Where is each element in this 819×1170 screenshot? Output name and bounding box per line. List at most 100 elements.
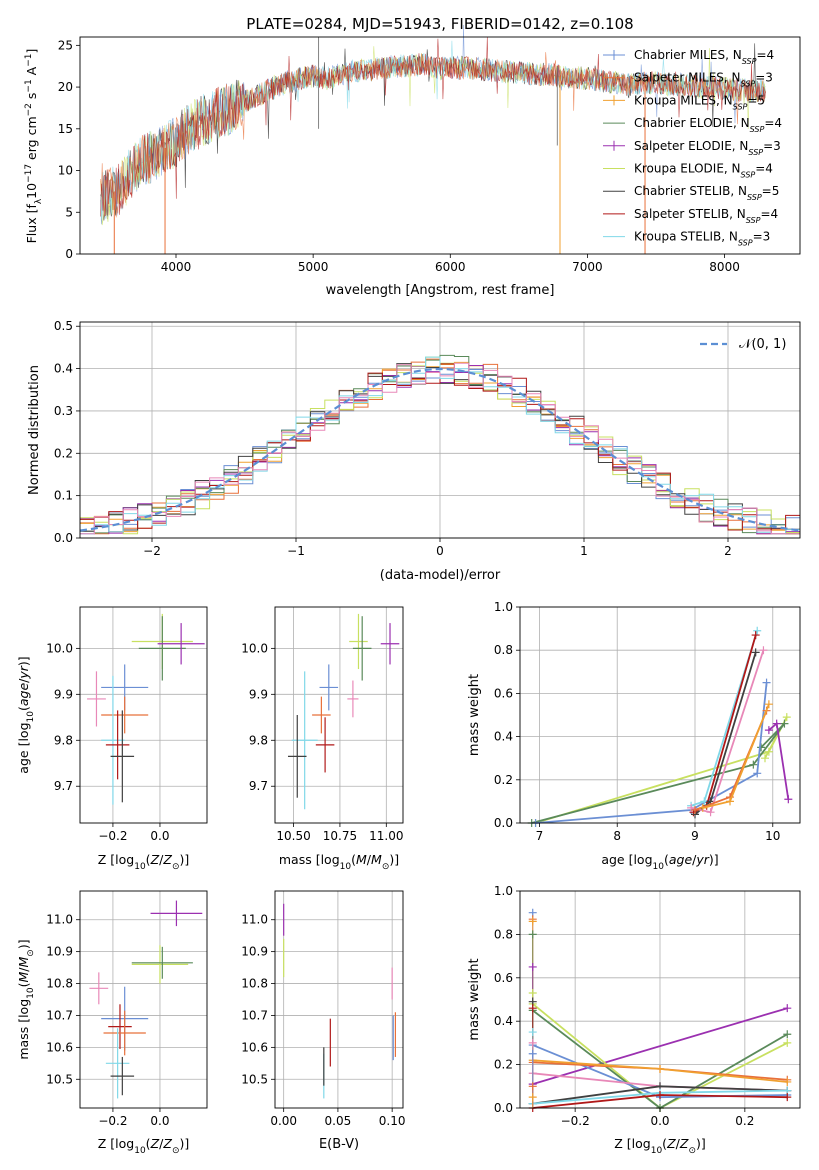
y-axis-label: mass weight	[467, 674, 482, 756]
series-marker	[780, 719, 789, 728]
x-axis-label: Z [log10(Z/Z⊙)]	[98, 1136, 190, 1156]
series-marker	[751, 631, 760, 640]
y-tick-label: 10.6	[46, 1040, 73, 1054]
y-tick-label: 10.8	[46, 977, 73, 991]
series-marker	[762, 678, 771, 687]
x-tick-label: −0.2	[98, 829, 127, 843]
y-tick-label: 0.6	[494, 971, 513, 985]
series-marker	[753, 626, 762, 635]
plot-area	[275, 607, 403, 823]
plot-area	[80, 607, 207, 823]
x-axis-label: wavelength [Angstrom, rest frame]	[326, 283, 555, 298]
x-tick-label: 10.50	[276, 829, 310, 843]
legend-label: Kroupa ELODIE, NSSP=4	[634, 162, 773, 180]
errorbar-point	[131, 946, 193, 979]
spectrum-line-kroupa-elodie	[100, 46, 766, 226]
weight-vs-metallicity-panel: −0.2 0.0 0.2 0.0 0.2 0.4 0.6 0.8 1.0 Z [log10(Z/Z…	[467, 884, 801, 1156]
errorbar-point	[89, 972, 109, 1005]
legend-label: Kroupa MILES, NSSP=5	[634, 93, 765, 111]
legend: Chabrier MILES, NSSP=4 Salpeter MILES, NS…	[603, 48, 782, 247]
x-tick-label: 7000	[572, 260, 603, 274]
y-tick-label: 0.2	[494, 773, 513, 787]
legend-label: Salpeter MILES, NSSP=3	[634, 71, 773, 89]
x-axis-label: mass [log10(M/M⊙)]	[279, 852, 399, 872]
errorbar-point	[101, 696, 149, 734]
errorbar-point	[347, 680, 359, 718]
errorbar-point	[319, 664, 339, 711]
errorbar-point	[287, 715, 307, 798]
y-tick-label: 11.0	[241, 913, 268, 927]
y-tick-label: 1.0	[494, 600, 513, 614]
series-chabrier-elodie	[527, 719, 789, 827]
series-marker	[656, 1064, 664, 1073]
series-marker	[764, 747, 773, 756]
y-tick-label: 0.1	[54, 489, 73, 503]
age-vs-mass-panel: 10.50 10.75 11.00 9.7 9.8 9.9 10.0 mass [log10(…	[241, 606, 404, 872]
y-tick-label: 0.8	[494, 927, 513, 941]
series-salpeter-elodie	[764, 719, 793, 804]
y-tick-label: 0.3	[54, 404, 73, 418]
errorbar-point	[315, 717, 335, 773]
series-marker	[751, 648, 760, 657]
x-axis-label: Z [log10(Z/Z⊙)]	[614, 1136, 706, 1156]
errorbar-point	[110, 710, 135, 803]
y-tick-label: 0.4	[494, 1014, 513, 1028]
y-tick-label: 5	[65, 205, 73, 219]
x-tick-label: 0.2	[735, 1114, 754, 1128]
residuals-histogram-panel: −2 −1 0 1 2 0.0 0.1 0.2 0.3 0.4 0.5 𝒩(0, 1) (data-mo…	[27, 319, 801, 583]
legend-label: Salpeter ELODIE, NSSP=3	[634, 139, 781, 157]
series-marker	[782, 713, 791, 722]
mass-vs-metallicity-panel: −0.2 0.0 10.5 10.6 10.7 10.8 10.9 11.0 Z [log10(…	[16, 890, 208, 1156]
series-salpeter-stelib	[689, 631, 760, 817]
x-axis-label: Z [log10(Z/Z⊙)]	[98, 852, 190, 872]
series-marker	[691, 806, 699, 815]
y-tick-label: 0.5	[54, 319, 73, 333]
errorbar-point	[87, 671, 106, 727]
y-tick-label: 10.8	[241, 977, 268, 991]
series-marker	[772, 719, 781, 728]
x-tick-label: 2	[724, 544, 732, 558]
legend-label: 𝒩(0, 1)	[739, 337, 786, 352]
axes-frame	[519, 606, 801, 824]
x-tick-label: −0.2	[561, 1114, 590, 1128]
plot-area	[80, 891, 207, 1108]
y-tick-label: 10.0	[241, 641, 268, 655]
x-tick-label: 8000	[709, 260, 740, 274]
y-tick-label: 0.2	[494, 1058, 513, 1072]
y-tick-label: 10.9	[46, 945, 73, 959]
histogram-pink	[80, 362, 800, 535]
x-tick-label: 0	[436, 544, 444, 558]
axes-frame	[274, 606, 404, 824]
y-tick-label: 0.0	[494, 816, 513, 830]
y-tick-label: 0	[65, 247, 73, 261]
axes-frame	[79, 321, 801, 539]
errorbar-point	[108, 1004, 132, 1049]
series-line	[693, 634, 757, 814]
mass-vs-extinction-panel: 0.00 0.05 0.10 10.5 10.6 10.7 10.8 10.9 11.0 E(B-…	[241, 890, 406, 1152]
errorbar-point	[131, 945, 189, 984]
x-tick-label: 9	[691, 829, 699, 843]
x-tick-label: −1	[287, 544, 305, 558]
series-marker	[656, 1090, 664, 1099]
y-tick-label: 10.5	[46, 1072, 73, 1086]
y-tick-label: 10.7	[46, 1008, 73, 1022]
series-line	[535, 716, 788, 824]
y-axis-label: Flux [fλ10−17 erg cm−2 s−1 A−1]	[24, 49, 44, 244]
series-marker	[783, 1030, 792, 1039]
y-tick-label: 9.8	[54, 733, 73, 747]
y-axis-label: mass [log10(M/M⊙)]	[16, 939, 36, 1059]
series-marker	[784, 795, 793, 804]
y-tick-label: 25	[58, 38, 73, 52]
legend-label: Chabrier ELODIE, NSSP=4	[634, 116, 782, 134]
spectrum-line-salpeter-stelib	[100, 36, 766, 217]
series-marker	[759, 646, 768, 655]
errorbar-point	[101, 675, 125, 805]
y-tick-label: 9.7	[249, 779, 268, 793]
series-marker	[764, 726, 773, 735]
series-line	[532, 1007, 788, 1085]
plot-area	[520, 606, 800, 827]
y-tick-label: 10.6	[241, 1040, 268, 1054]
x-tick-label: 0.0	[150, 829, 169, 843]
errorbar-point	[352, 616, 372, 681]
y-tick-label: 0.4	[494, 730, 513, 744]
